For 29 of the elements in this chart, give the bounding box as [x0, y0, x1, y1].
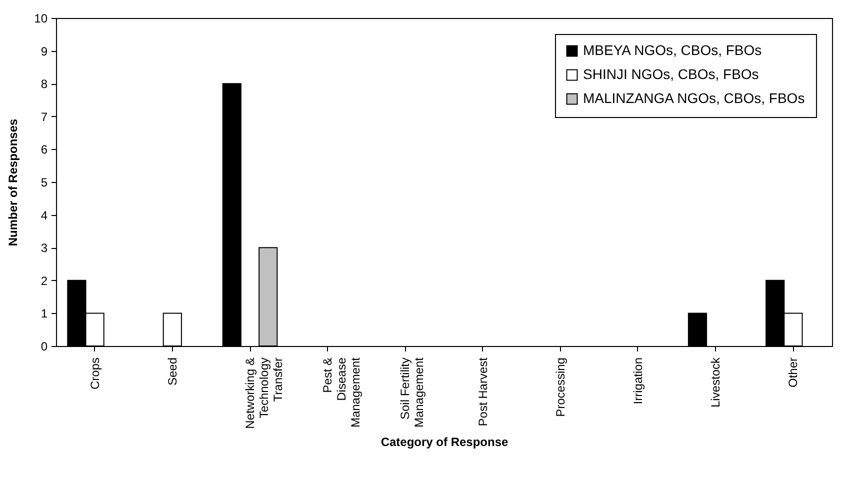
y-tick-label: 5 [40, 176, 48, 190]
y-tick-label: 6 [40, 142, 48, 157]
x-tick-label: Irrigation [631, 358, 645, 404]
bar [688, 312, 708, 346]
y-tick-label: 10 [34, 12, 48, 26]
y-tick-label: 1 [40, 306, 48, 321]
y-axis-title: Number of Responses [6, 118, 20, 246]
x-axis-title: Category of Response [380, 434, 509, 449]
legend-label: MBEYA NGOs, CBOs, FBOs [583, 42, 762, 58]
legend-label: SHINJI NGOs, CBOs, FBOs [583, 66, 759, 82]
x-tick-label: Soil Fertility Management [398, 356, 426, 428]
x-tick-label: Pest & Disease Management [320, 356, 363, 428]
y-tick-label: 3 [40, 241, 48, 256]
x-tick-label: Post Harvest [476, 356, 490, 426]
y-tick-label: 9 [40, 44, 48, 58]
bar [258, 247, 278, 346]
x-tick-label: Seed [165, 358, 180, 386]
y-tick-label: 0 [40, 340, 48, 354]
y-tick-label: 2 [40, 274, 48, 288]
y-tick-label: 8 [40, 77, 48, 92]
bar [222, 83, 242, 346]
x-tick-label: Processing [553, 358, 568, 417]
x-tick-label: Crops [88, 358, 102, 390]
x-tick-label: Networking & Technology Transfer [243, 358, 285, 429]
y-tick-label: 4 [40, 208, 48, 222]
x-tick-label: Other [786, 358, 800, 388]
x-tick-label: Livestock [708, 356, 723, 408]
y-tick-label: 7 [40, 110, 48, 124]
legend-label: MALINZANGA NGOs, CBOs, FBOs [583, 90, 805, 106]
